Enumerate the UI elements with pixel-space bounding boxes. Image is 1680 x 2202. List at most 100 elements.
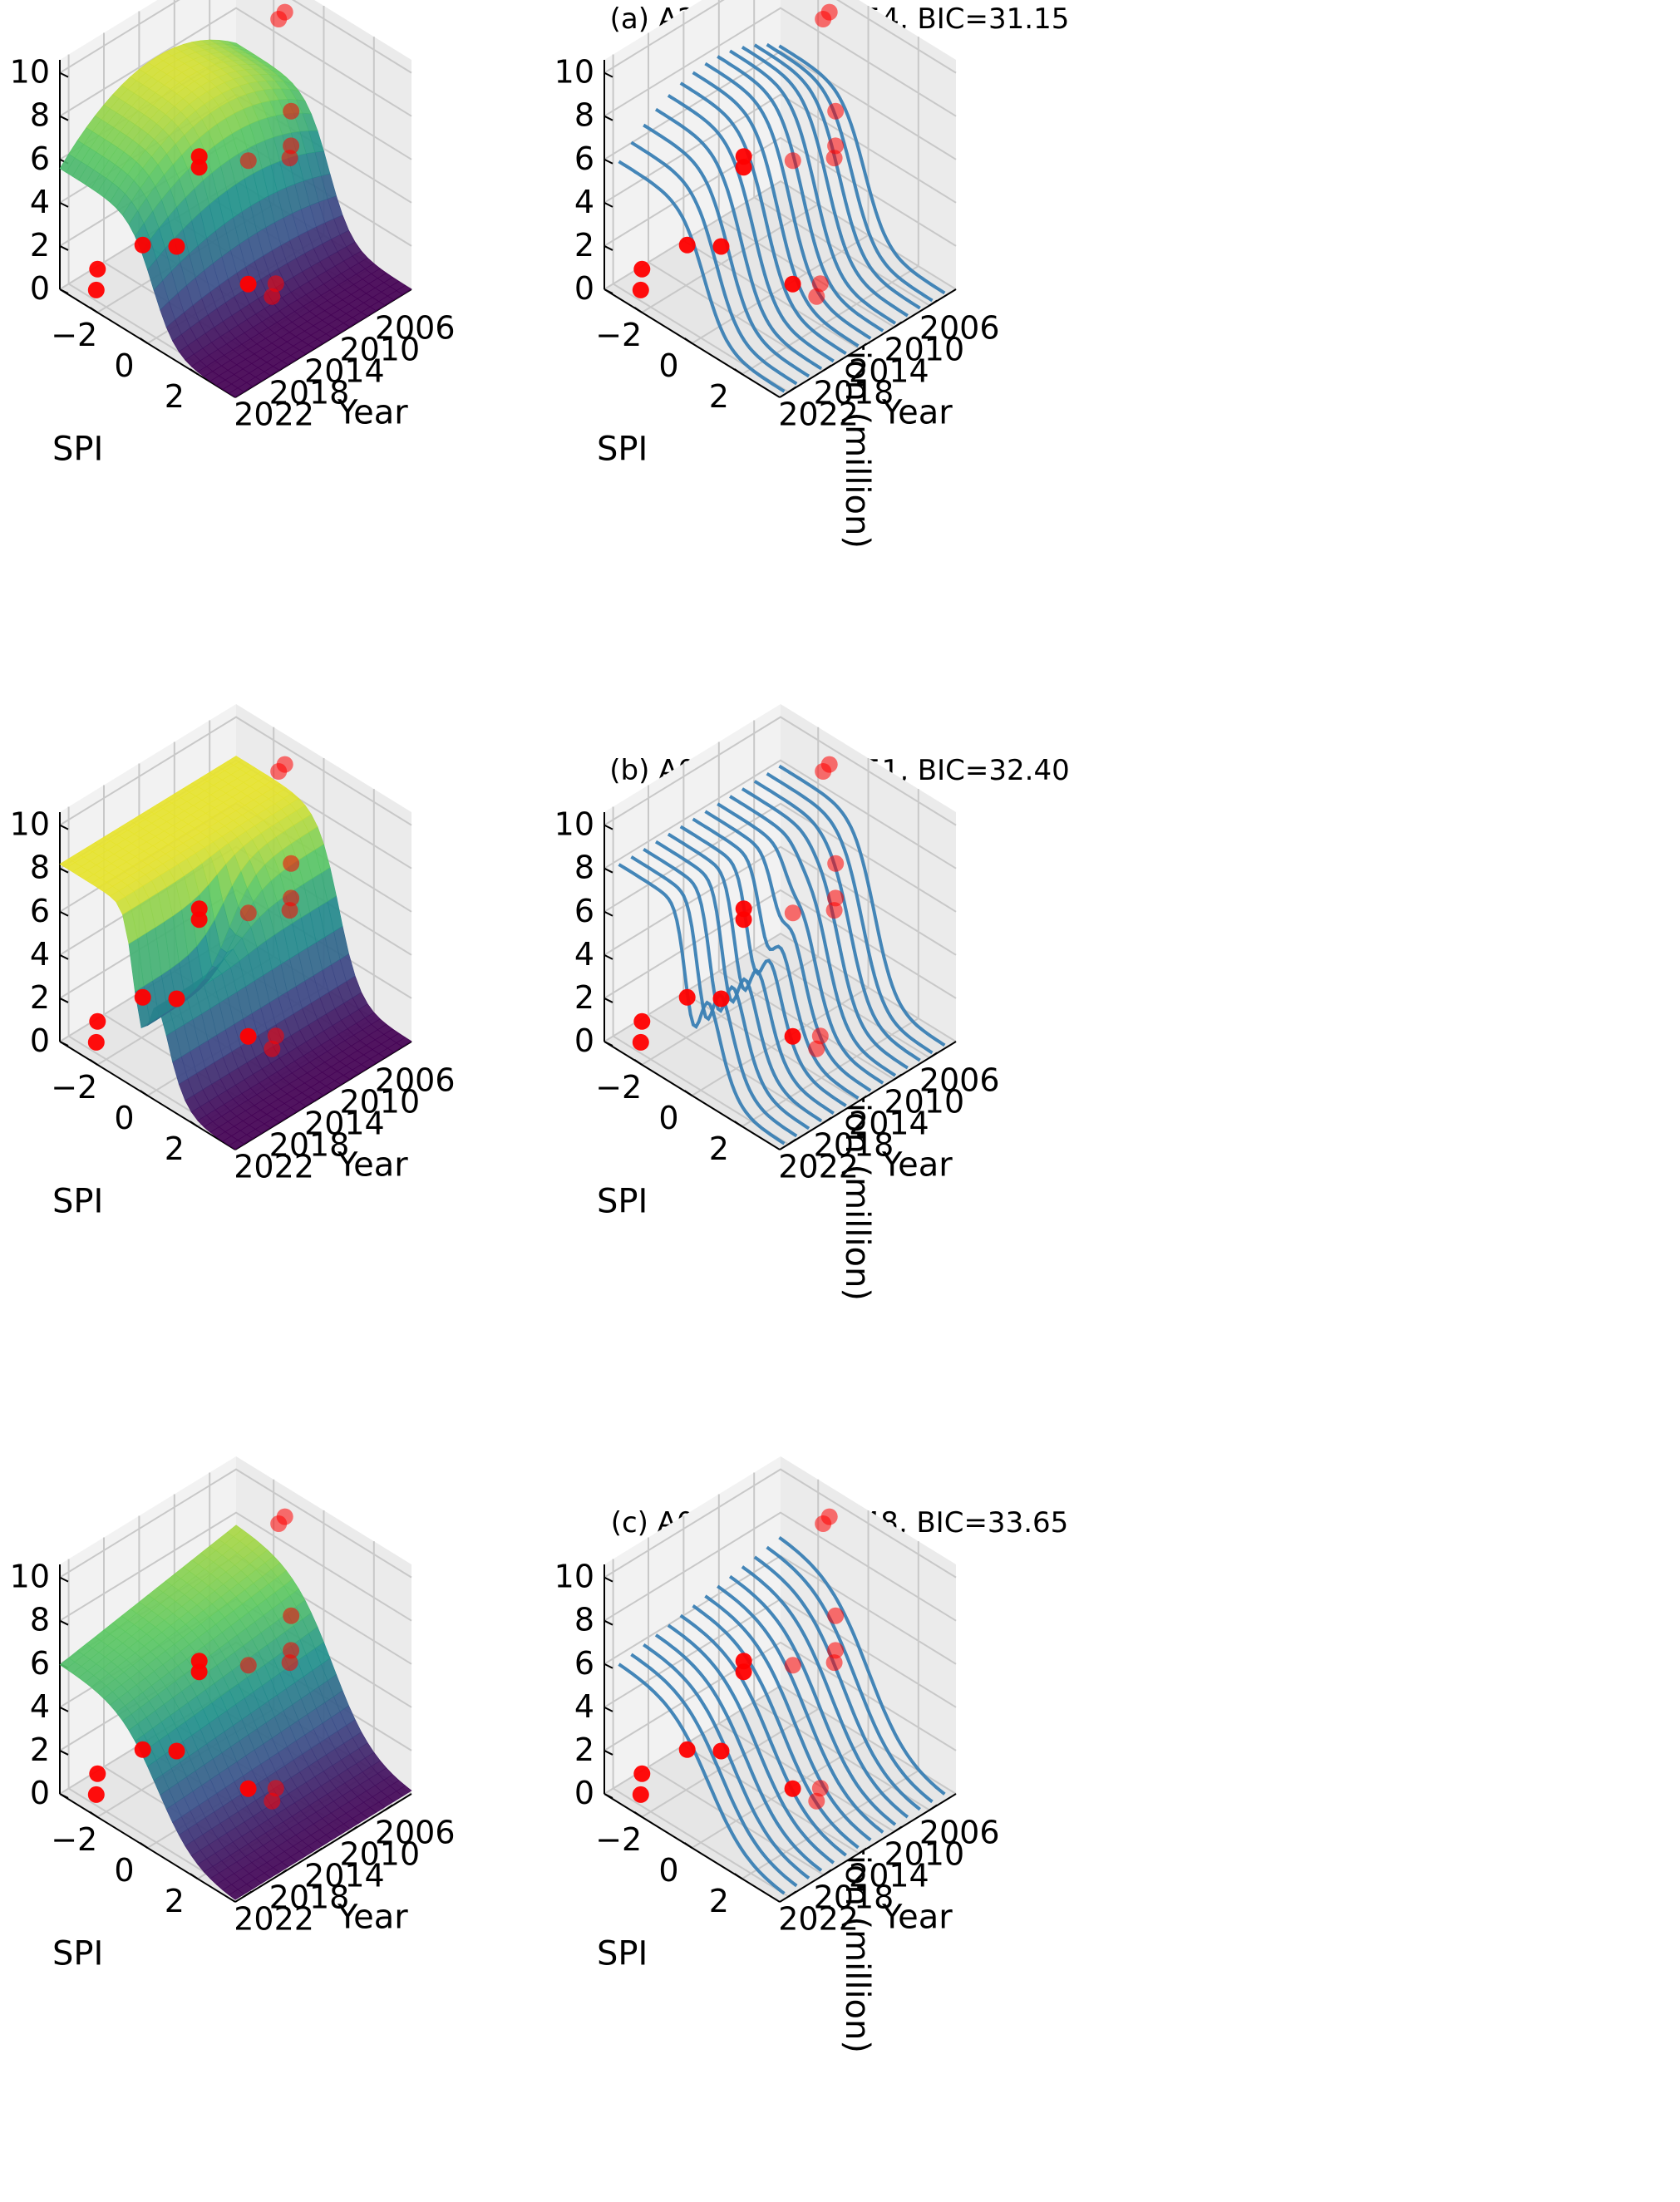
z-tick-label-c-right: 10 xyxy=(554,1559,594,1595)
year-tick-label-a-right: 2018 xyxy=(814,375,894,411)
grid-year-c-right xyxy=(612,1559,790,1898)
spi-tick-label-c-left: 0 xyxy=(114,1852,134,1889)
observation-point-c-right-5 xyxy=(633,1765,651,1782)
grid-z-4-a-right xyxy=(604,93,957,204)
observation-point-c-left-7 xyxy=(134,1741,151,1758)
grid-year-b-right xyxy=(612,806,790,1145)
z-tick-b-right xyxy=(604,998,613,1003)
spi-tick-c-right xyxy=(683,1842,693,1849)
observation-point-a-left-1 xyxy=(276,3,293,21)
z-tick-c-left xyxy=(59,1750,69,1756)
year-tick-label-b-right: 2022 xyxy=(778,1149,859,1185)
year-axis-label-b-right: Year xyxy=(881,1146,953,1185)
year-axis-label-a-right: Year xyxy=(881,394,953,432)
year-tick-label-c-right: 2022 xyxy=(778,1901,859,1938)
grid-spi-c-right xyxy=(641,1479,820,1818)
spi-tick-label-a-left: −2 xyxy=(51,317,97,353)
model-curve-b-2 xyxy=(753,780,921,1062)
observation-point-b-left-1 xyxy=(276,756,293,773)
model-curve-c-9 xyxy=(667,1623,835,1865)
z-tick-label-b-right: 0 xyxy=(574,1022,594,1059)
spi-tick-a-left xyxy=(190,368,199,375)
spi-axis-label-b-left: SPI xyxy=(52,1182,103,1220)
z-tick-label-b-right: 4 xyxy=(574,936,594,973)
grid-z-8-a-left xyxy=(59,7,412,117)
z-tick-a-right xyxy=(604,115,613,121)
spi-tick-b-left xyxy=(89,1059,98,1066)
spi-tick-b-right xyxy=(683,1090,693,1096)
observation-point-c-right-10 xyxy=(811,1780,829,1797)
observation-point-b-left-9 xyxy=(281,902,298,919)
spi-tick-label-a-right: −2 xyxy=(595,317,642,353)
z-tick-a-right xyxy=(604,288,613,294)
spi-tick-label-b-right: 2 xyxy=(709,1131,729,1167)
observation-point-b-left-7 xyxy=(134,988,151,1006)
observation-point-b-left-5 xyxy=(89,1012,106,1030)
spi-tick-label-b-left: 0 xyxy=(114,1100,134,1136)
z-tick-label-c-left: 2 xyxy=(30,1732,50,1768)
observation-point-a-right-12 xyxy=(784,275,801,293)
observation-point-a-right-5 xyxy=(633,260,651,278)
spi-tick-a-right xyxy=(734,368,743,375)
z-tick-label-a-right: 0 xyxy=(574,270,594,307)
z-tick-label-b-left: 4 xyxy=(30,936,50,973)
observation-point-b-left-12 xyxy=(239,1027,257,1045)
z-tick-b-left xyxy=(59,998,69,1003)
year-tick-c-right xyxy=(929,1804,938,1811)
z-tick-label-a-right: 2 xyxy=(574,227,594,264)
observation-point-a-right-6 xyxy=(632,281,649,298)
model-curve-a-6 xyxy=(704,62,872,340)
observation-point-c-right-13 xyxy=(827,1642,845,1659)
observation-point-a-right-7 xyxy=(678,236,696,254)
grid-z-0-a-right xyxy=(604,180,957,290)
model-curve-a-10 xyxy=(654,107,823,371)
z-tick-label-b-left: 0 xyxy=(30,1022,50,1059)
model-curve-c-8 xyxy=(679,1613,847,1857)
year-tick-label-b-left: 2014 xyxy=(304,1106,385,1142)
spi-tick-label-c-left: −2 xyxy=(51,1821,97,1858)
observation-point-b-left-11 xyxy=(264,1040,281,1057)
grid-z-10-b-left xyxy=(59,716,412,826)
year-tick-label-c-left: 2022 xyxy=(234,1901,314,1938)
observation-point-a-right-9 xyxy=(825,150,843,167)
observation-point-c-left-9 xyxy=(281,1654,298,1672)
observation-point-c-left-3 xyxy=(190,1653,208,1670)
model-curve-a-0 xyxy=(778,44,946,295)
z-tick-label-a-right: 4 xyxy=(574,184,594,220)
year-tick-label-b-left: 2010 xyxy=(339,1084,420,1121)
model-curve-c-13 xyxy=(618,1663,786,1895)
observation-point-a-right-3 xyxy=(735,148,752,165)
observation-point-c-left-6 xyxy=(87,1786,105,1803)
model-curve-a-7 xyxy=(692,71,860,347)
observation-point-c-left-10 xyxy=(267,1780,284,1797)
year-tick-label-c-right: 2006 xyxy=(919,1815,1000,1851)
observation-point-a-right-13 xyxy=(827,137,845,155)
observation-point-a-left-3 xyxy=(190,148,208,165)
year-tick-label-c-right: 2010 xyxy=(884,1836,964,1873)
observation-point-b-left-10 xyxy=(267,1027,284,1045)
z-tick-label-c-left: 4 xyxy=(30,1688,50,1725)
observation-point-b-right-10 xyxy=(811,1027,829,1045)
year-tick-label-a-right: 2014 xyxy=(849,353,929,390)
observation-point-a-right-10 xyxy=(811,275,829,293)
model-curve-c-1 xyxy=(766,1545,934,1804)
year-tick-label-a-right: 2010 xyxy=(884,332,964,368)
z-tick-label-c-right: 2 xyxy=(574,1732,594,1768)
observation-point-c-left-11 xyxy=(264,1792,281,1810)
spi-tick-label-b-right: −2 xyxy=(595,1069,642,1106)
grid-z-2-b-right xyxy=(604,889,957,999)
z-tick-label-a-left: 8 xyxy=(30,97,50,134)
year-tick-label-c-left: 2018 xyxy=(269,1879,350,1916)
year-axis-label-a-left: Year xyxy=(337,394,408,432)
observation-point-a-right-11 xyxy=(808,288,825,305)
observation-point-b-right-3 xyxy=(735,900,752,918)
observation-point-c-right-4 xyxy=(784,1657,801,1674)
model-curve-c-0 xyxy=(778,1535,946,1796)
observation-point-b-left-3 xyxy=(190,900,208,918)
model-curve-c-2 xyxy=(753,1555,921,1811)
observation-point-b-left-4 xyxy=(239,904,257,922)
model-curve-a-12 xyxy=(630,140,798,386)
